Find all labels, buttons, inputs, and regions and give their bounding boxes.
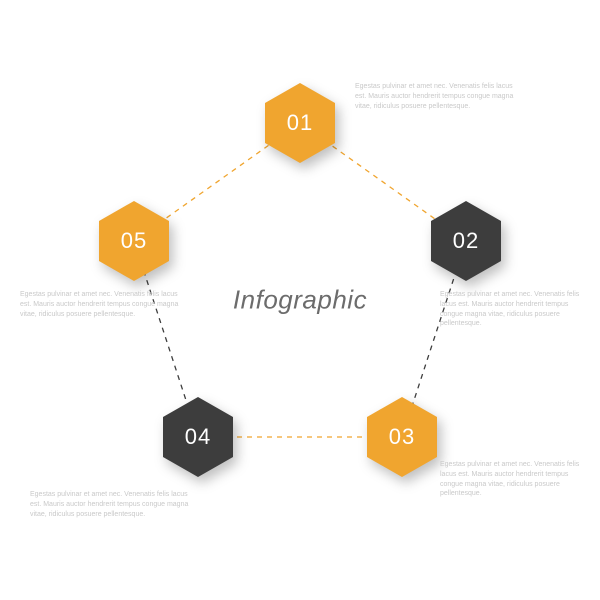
caption-text: Egestas pulvinar et amet nec. Venenatis … [440, 290, 590, 329]
hexagon-label: 04 [185, 424, 211, 450]
hexagon-label: 02 [453, 228, 479, 254]
hexagon-node-03: 03 [367, 397, 437, 477]
infographic-stage: Infographic 01 02 03 04 05 Egestas pulvinar … [0, 0, 600, 600]
center-title: Infographic [233, 285, 367, 316]
hexagon-label: 01 [287, 110, 313, 136]
hexagon-node-05: 05 [99, 201, 169, 281]
caption-text: Egestas pulvinar et amet nec. Venenatis … [440, 460, 590, 499]
hexagon-label: 03 [389, 424, 415, 450]
hexagon-label: 05 [121, 228, 147, 254]
hexagon-node-04: 04 [163, 397, 233, 477]
caption-text: Egestas pulvinar et amet nec. Venenatis … [355, 82, 525, 111]
hexagon-node-01: 01 [265, 83, 335, 163]
caption-text: Egestas pulvinar et amet nec. Venenatis … [30, 490, 190, 519]
caption-text: Egestas pulvinar et amet nec. Venenatis … [20, 290, 180, 319]
hexagon-node-02: 02 [431, 201, 501, 281]
